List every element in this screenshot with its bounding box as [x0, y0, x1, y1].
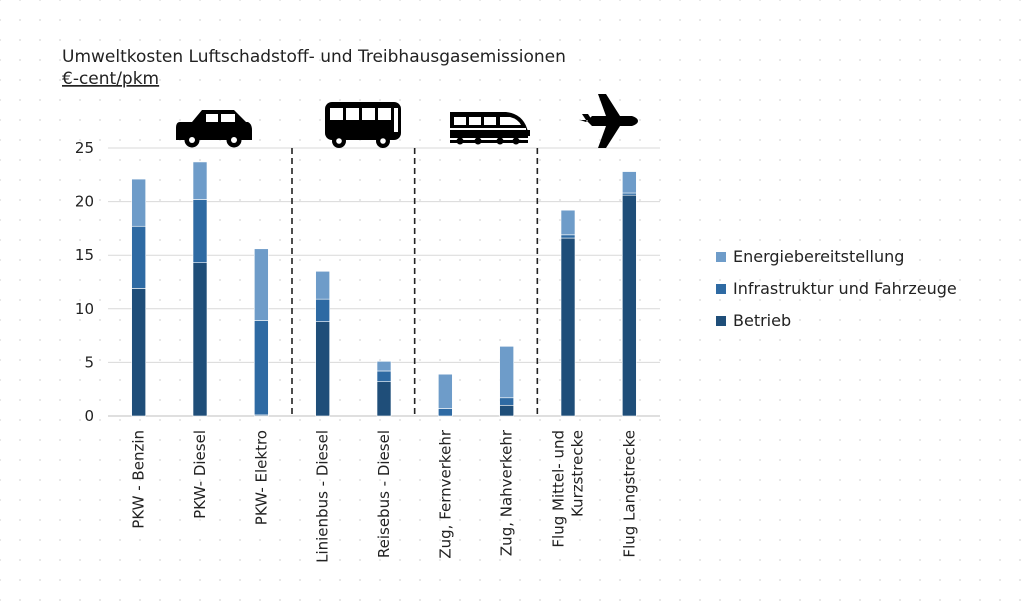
x-category-label: Zug, Fernverkehr	[436, 429, 454, 558]
bar-segment	[131, 288, 146, 417]
bar-segment	[560, 237, 576, 417]
bar-segment	[376, 370, 392, 382]
bar-segment	[376, 381, 392, 417]
bar-segment	[560, 209, 576, 236]
y-tick-label: 5	[84, 353, 94, 371]
bar-segment	[192, 199, 208, 264]
x-category-label: Zug, Nahverkehr	[498, 429, 516, 556]
bus-icon	[325, 102, 401, 148]
y-axis-ticks: 0 5 10 15 20 25	[75, 139, 94, 425]
bar-segment	[622, 194, 637, 417]
x-category-label: Kurzstrecke	[569, 430, 587, 517]
bar-segment	[438, 408, 453, 417]
legend-label: Betrieb	[733, 311, 791, 330]
legend: Energiebereitstellung Infrastruktur und F…	[716, 247, 957, 330]
airplane-icon	[580, 94, 638, 148]
x-category-label: Flug Mittel- und	[550, 430, 568, 548]
bar-segment	[315, 321, 330, 417]
x-category-label: PKW- Diesel	[191, 430, 209, 519]
x-category-label: Reisebus - Diesel	[375, 430, 393, 558]
y-tick-label: 15	[75, 246, 94, 264]
bar-segment	[131, 225, 146, 289]
group-separators	[291, 148, 539, 416]
bar-segment	[499, 346, 514, 399]
bar-segment	[315, 270, 330, 300]
x-category-label: Linienbus - Diesel	[314, 430, 332, 563]
bar-segment	[315, 298, 330, 322]
bar-segment	[438, 373, 453, 409]
x-category-label: Flug Langstrecke	[620, 430, 638, 558]
bar-segment	[131, 178, 146, 227]
x-category-label: PKW - Benzin	[130, 430, 148, 529]
bar-segment	[622, 192, 637, 196]
bar-segment	[560, 234, 576, 239]
legend-swatch	[716, 284, 726, 294]
train-icon	[450, 112, 530, 145]
bar-segment	[254, 248, 269, 321]
bar-segment	[376, 361, 392, 372]
bar-segment	[622, 171, 637, 194]
y-tick-label: 25	[75, 139, 94, 157]
bars	[131, 161, 637, 417]
bar-segment	[254, 320, 269, 416]
legend-label: Infrastruktur und Fahrzeuge	[733, 279, 957, 298]
y-tick-label: 20	[75, 193, 94, 211]
y-tick-label: 10	[75, 300, 94, 318]
legend-label: Energiebereitstellung	[733, 247, 904, 266]
x-category-label: PKW- Elektro	[252, 430, 270, 525]
bar-segment	[499, 404, 514, 417]
bar-segment	[192, 161, 208, 200]
car-icon	[176, 110, 252, 148]
y-tick-label: 0	[84, 407, 94, 425]
chart-title: Umweltkosten Luftschadstoff- und Treibha…	[62, 47, 566, 67]
legend-swatch	[716, 316, 726, 326]
bar-segment	[499, 397, 514, 406]
bar-segment	[192, 262, 208, 417]
x-axis-labels: PKW - Benzin PKW- Diesel PKW- Elektro Linie…	[130, 429, 639, 563]
chart-unit: €-cent/pkm	[62, 69, 159, 89]
legend-swatch	[716, 252, 726, 262]
